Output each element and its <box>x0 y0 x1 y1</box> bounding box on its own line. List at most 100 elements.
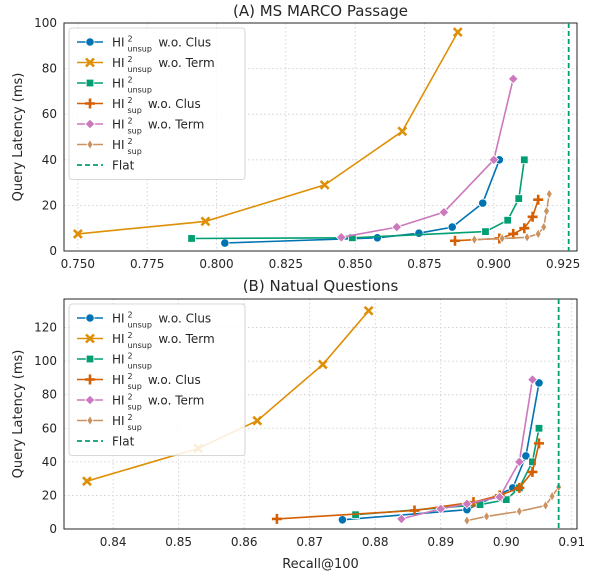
legend-entry: HI 2 unsup w.o. Term <box>77 55 215 74</box>
data-point <box>527 466 538 477</box>
legend-marker <box>85 78 95 88</box>
data-point <box>187 234 196 243</box>
y-tick-label: 20 <box>42 488 57 502</box>
x-tick-label: 0.825 <box>269 257 303 271</box>
data-point <box>200 216 211 227</box>
series-line <box>191 159 526 240</box>
legend-label: HI 2 unsup <box>112 76 152 95</box>
series-line <box>401 379 534 520</box>
legend-entry: Flat <box>77 435 135 449</box>
series-line <box>341 78 514 239</box>
data-point <box>409 505 420 516</box>
legend-marker <box>86 414 94 427</box>
legend-marker <box>85 374 95 385</box>
data-point <box>498 232 506 245</box>
x-tick-label: 0.875 <box>407 257 441 271</box>
data-point <box>414 228 424 238</box>
y-tick-label: 120 <box>34 321 57 335</box>
y-tick-label: 40 <box>42 455 57 469</box>
data-point <box>534 438 544 449</box>
data-point <box>481 227 490 236</box>
data-point <box>435 503 447 515</box>
y-tick-label: 80 <box>42 62 57 76</box>
legend-label: HI 2 sup w.o. Clus <box>112 372 201 391</box>
data-point <box>452 27 463 38</box>
data-point <box>438 206 450 218</box>
data-point <box>494 491 506 503</box>
data-point <box>534 378 544 388</box>
legend-label: Flat <box>112 435 135 449</box>
data-point <box>503 216 512 225</box>
data-point <box>542 499 550 512</box>
series-5 <box>463 481 563 527</box>
data-point <box>483 510 491 522</box>
chart-panel-0: (A) MS MARCO Passage 0.750 0.775 0.800 0.825… <box>11 2 580 271</box>
x-tick-label: 0.925 <box>546 257 580 271</box>
data-point <box>461 498 473 510</box>
data-point <box>533 194 544 205</box>
y-axis-label: Query Latency (ms) <box>11 73 26 202</box>
legend-entry: HI 2 sup <box>77 413 142 432</box>
series-1 <box>72 27 463 239</box>
legend-entry: HI 2 sup w.o. Clus <box>77 372 201 391</box>
legend-label: HI 2 sup <box>112 137 142 156</box>
legend-label: Flat <box>112 159 135 173</box>
legend-box <box>68 303 246 456</box>
legend-entry: HI 2 unsup w.o. Term <box>77 331 215 350</box>
y-tick-label: 0 <box>49 244 57 258</box>
data-point <box>521 451 531 461</box>
legend-marker <box>84 118 96 130</box>
legend-entry: HI 2 unsup <box>77 76 152 95</box>
legend-marker <box>85 354 95 364</box>
y-tick-label: 100 <box>34 16 57 30</box>
legend-entry: HI 2 sup <box>77 137 142 156</box>
series-3 <box>271 438 544 524</box>
x-tick-label: 0.87 <box>296 535 323 549</box>
data-point <box>335 231 347 243</box>
legend-label: HI 2 unsup w.o. Clus <box>112 311 211 330</box>
legend-marker <box>86 138 94 151</box>
data-point <box>363 305 374 316</box>
y-tick-label: 60 <box>42 421 57 435</box>
x-tick-label: 0.91 <box>558 535 585 549</box>
series-5 <box>470 188 553 246</box>
data-point <box>463 515 471 527</box>
data-point <box>319 179 330 190</box>
chart-title: (A) MS MARCO Passage <box>233 2 408 20</box>
data-point <box>220 238 230 248</box>
series-line <box>224 159 501 244</box>
legend-entry: HI 2 unsup w.o. Clus <box>77 35 211 54</box>
legend-label: HI 2 sup w.o. Term <box>112 393 204 412</box>
x-tick-label: 0.85 <box>165 535 192 549</box>
data-point <box>527 374 538 385</box>
y-tick-label: 80 <box>42 388 57 402</box>
data-point <box>543 205 550 217</box>
data-point <box>447 222 457 232</box>
data-point <box>449 235 460 246</box>
data-point <box>372 233 382 243</box>
data-point <box>523 231 531 243</box>
x-tick-label: 0.89 <box>427 535 454 549</box>
legend-entry: HI 2 sup w.o. Clus <box>77 96 201 115</box>
legend-marker <box>85 98 95 109</box>
legend-entry: HI 2 sup w.o. Term <box>77 393 204 412</box>
plot-frame <box>63 298 578 530</box>
x-tick-label: 0.88 <box>362 535 389 549</box>
chart-panel-1: (B) Natual Questions 0.84 0.85 0.86 0.87 0.88… <box>11 277 585 572</box>
data-point <box>527 211 538 222</box>
legend-label: HI 2 unsup w.o. Term <box>112 55 215 74</box>
data-point <box>478 198 488 208</box>
plot-frame <box>63 22 578 252</box>
legend-marker <box>85 57 95 68</box>
series-line <box>355 428 540 516</box>
data-point <box>519 223 530 234</box>
legend-label: HI 2 unsup <box>112 352 152 371</box>
data-point <box>534 424 544 433</box>
legend-marker <box>85 333 95 344</box>
data-point <box>317 359 328 370</box>
y-tick-label: 20 <box>42 198 57 212</box>
x-tick-label: 0.850 <box>338 257 372 271</box>
data-point <box>391 221 403 233</box>
legend-label: HI 2 unsup w.o. Term <box>112 331 215 350</box>
data-point <box>534 228 542 240</box>
